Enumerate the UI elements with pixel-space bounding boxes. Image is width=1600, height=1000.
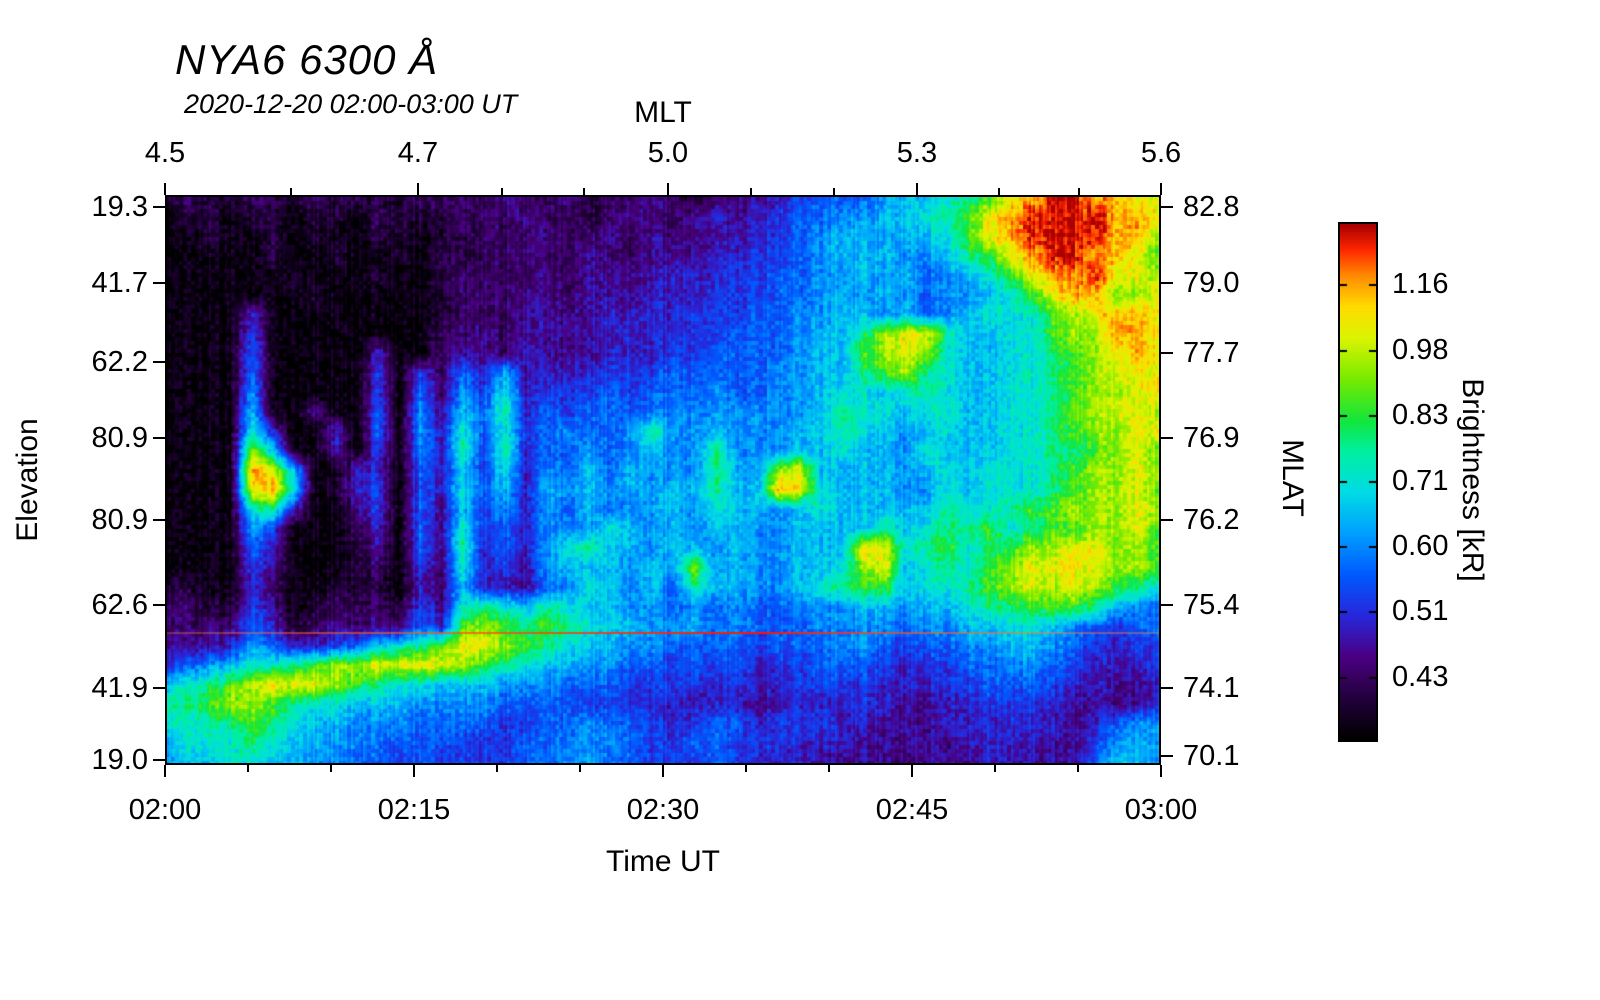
- plot-frame: [165, 195, 1161, 765]
- bottom-tick-label: 03:00: [1124, 794, 1198, 826]
- colorbar-tick-label: 0.83: [1392, 399, 1449, 432]
- top-major-tick: [164, 183, 166, 195]
- colorbar-tick-label: 0.51: [1392, 595, 1449, 628]
- top-minor-tick: [749, 188, 752, 195]
- top-tick-label: 4.7: [397, 137, 439, 169]
- left-major-tick: [153, 436, 165, 439]
- right-major-tick: [1161, 281, 1173, 284]
- bottom-minor-tick: [744, 765, 747, 772]
- right-major-tick: [1161, 603, 1173, 606]
- left-tick-label: 62.2: [91, 346, 148, 378]
- right-tick-label: 79.0: [1183, 266, 1240, 299]
- left-tick-label: 19.3: [91, 190, 148, 223]
- colorbar-title: Brightness [kR]: [1456, 378, 1489, 582]
- left-tick-label: 19.0: [91, 743, 148, 776]
- top-minor-tick: [583, 188, 586, 195]
- right-tick-label: 75.4: [1183, 588, 1240, 621]
- bottom-tick-label: 02:00: [128, 794, 202, 826]
- bottom-tick-label: 02:15: [377, 794, 451, 826]
- bottom-minor-tick: [246, 765, 249, 772]
- bottom-minor-tick: [828, 765, 831, 772]
- bottom-major-tick: [1160, 765, 1162, 777]
- top-axis-title: MLT: [634, 96, 692, 129]
- right-major-tick: [1161, 352, 1173, 355]
- left-major-tick: [153, 205, 165, 208]
- colorbar-tick-label: 0.43: [1392, 660, 1449, 693]
- colorbar-canvas: [1340, 224, 1376, 740]
- left-tick-label: 41.7: [91, 266, 148, 299]
- bottom-minor-tick: [1077, 765, 1080, 772]
- top-tick-label: 5.0: [647, 137, 689, 169]
- bottom-minor-tick: [495, 765, 498, 772]
- heatmap-canvas: [167, 197, 1159, 763]
- bottom-minor-tick: [330, 765, 333, 772]
- right-axis-title: MLAT: [1276, 439, 1309, 517]
- bottom-minor-tick: [579, 765, 582, 772]
- top-minor-tick: [833, 188, 836, 195]
- left-major-tick: [153, 758, 165, 761]
- left-axis-title: Elevation: [11, 418, 44, 542]
- left-tick-label: 62.6: [91, 588, 148, 621]
- top-major-tick: [416, 183, 419, 195]
- right-major-tick: [1161, 755, 1173, 758]
- left-major-tick: [153, 281, 165, 284]
- left-major-tick: [153, 518, 165, 521]
- bottom-major-tick: [662, 765, 664, 777]
- top-major-tick: [666, 183, 669, 195]
- bottom-major-tick: [911, 765, 913, 777]
- bottom-tick-label: 02:30: [626, 794, 700, 826]
- colorbar-frame: [1338, 222, 1378, 742]
- left-tick-label: 80.9: [91, 503, 148, 536]
- right-tick-label: 74.1: [1183, 672, 1240, 705]
- colorbar-tick-label: 0.60: [1392, 529, 1449, 562]
- top-tick-label: 5.3: [896, 137, 938, 169]
- right-tick-label: 77.7: [1183, 337, 1240, 370]
- left-major-tick: [153, 603, 165, 606]
- plot-subtitle: 2020-12-20 02:00-03:00 UT: [184, 89, 518, 119]
- top-minor-tick: [500, 188, 503, 195]
- bottom-tick-label: 02:45: [875, 794, 949, 826]
- colorbar-tick-label: 0.98: [1392, 333, 1449, 366]
- top-major-tick: [915, 183, 918, 195]
- right-tick-label: 76.9: [1183, 421, 1240, 454]
- bottom-major-tick: [413, 765, 415, 777]
- top-tick-label: 4.5: [144, 137, 186, 169]
- right-tick-label: 76.2: [1183, 503, 1240, 536]
- top-minor-tick: [290, 188, 293, 195]
- top-minor-tick: [997, 188, 1000, 195]
- right-tick-label: 82.8: [1183, 190, 1240, 223]
- bottom-minor-tick: [993, 765, 996, 772]
- left-tick-label: 80.9: [91, 421, 148, 454]
- top-tick-label: 5.6: [1140, 137, 1182, 169]
- top-minor-tick: [1078, 188, 1081, 195]
- left-tick-label: 41.9: [91, 672, 148, 705]
- colorbar-tick-label: 1.16: [1392, 268, 1449, 301]
- left-major-tick: [153, 687, 165, 690]
- bottom-axis-title: Time UT: [606, 845, 720, 878]
- right-major-tick: [1161, 436, 1173, 439]
- plot-title: NYA6 6300 Å: [175, 36, 439, 83]
- right-tick-label: 70.1: [1183, 740, 1240, 773]
- colorbar-tick-label: 0.71: [1392, 464, 1449, 497]
- right-major-tick: [1161, 518, 1173, 521]
- left-major-tick: [153, 361, 165, 363]
- bottom-major-tick: [164, 765, 166, 777]
- right-major-tick: [1161, 687, 1173, 690]
- right-major-tick: [1161, 205, 1173, 208]
- top-major-tick: [1160, 183, 1162, 195]
